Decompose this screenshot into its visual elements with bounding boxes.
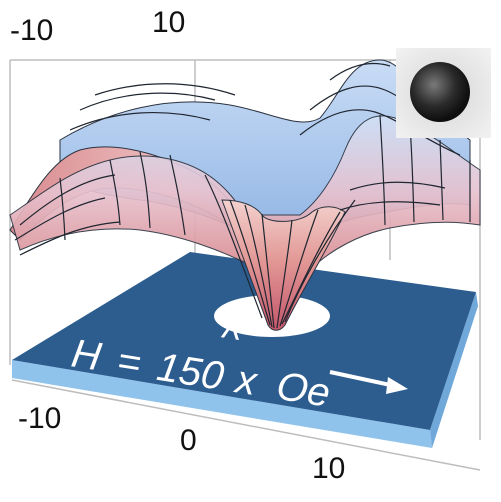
field-unit: Oe: [274, 364, 334, 416]
field-direction: x: [231, 357, 262, 404]
substrate-edge-right: [430, 292, 478, 448]
potential-surface: [9, 59, 481, 331]
top-axis-tick-2: 10: [152, 6, 185, 39]
substrate-top: [12, 252, 476, 430]
inset-micrograph: [396, 48, 491, 138]
surface-mesh: [14, 63, 471, 329]
field-value: 150: [154, 345, 227, 399]
substrate: [12, 252, 478, 448]
substrate-edge: [12, 360, 432, 448]
bottom-axis-tick-2: 0: [180, 424, 197, 457]
field-arrow: [329, 370, 408, 394]
field-label: H = 150 x Oe: [69, 331, 334, 415]
inset-sphere: [410, 62, 470, 122]
bottom-axis-tick-3: 10: [312, 452, 345, 485]
bottom-axis-tick-1: -10: [18, 402, 61, 435]
field-symbol: H: [69, 331, 105, 379]
top-axis-tick-1: -10: [10, 14, 53, 47]
